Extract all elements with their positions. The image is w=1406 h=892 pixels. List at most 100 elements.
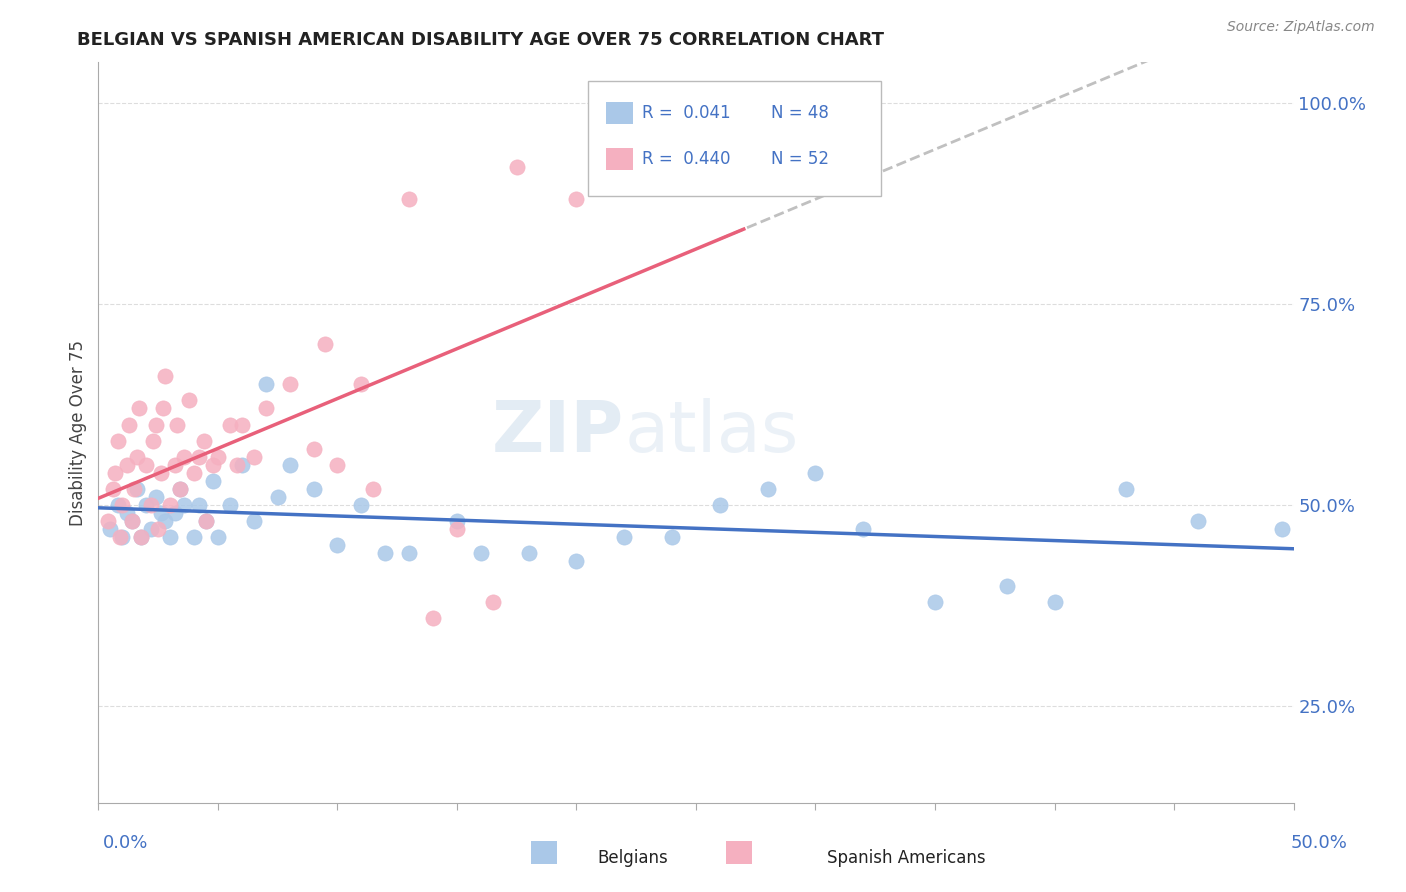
Point (613, 530, 636, 544)
Point (565, 192, 588, 206)
Point (118, 417, 141, 432)
Point (422, 610, 444, 624)
Point (852, 522, 875, 536)
Point (804, 466, 827, 480)
Point (756, 482, 779, 496)
Point (924, 594, 946, 608)
Point (278, 377, 301, 392)
Point (187, 450, 209, 464)
Point (1043, 594, 1066, 608)
Point (107, 498, 129, 512)
FancyBboxPatch shape (589, 81, 882, 195)
Point (159, 530, 181, 544)
Point (207, 530, 229, 544)
Point (315, 337, 337, 351)
Y-axis label: Disability Age Over 75: Disability Age Over 75 (69, 340, 87, 525)
Point (661, 530, 683, 544)
Point (155, 514, 177, 528)
Point (139, 522, 162, 536)
Point (179, 393, 201, 408)
Point (163, 458, 186, 472)
Point (243, 450, 266, 464)
Point (995, 578, 1018, 592)
Text: 50.0%: 50.0% (1291, 834, 1347, 852)
Point (135, 458, 157, 472)
Point (104, 466, 127, 480)
Point (231, 458, 253, 472)
Point (121, 514, 143, 528)
Point (481, 594, 505, 608)
Point (125, 482, 148, 496)
Point (470, 546, 492, 560)
Point (101, 482, 124, 496)
Point (517, 546, 540, 560)
Point (128, 401, 150, 416)
Point (173, 450, 195, 464)
Point (302, 482, 325, 496)
Point (108, 530, 131, 544)
Point (139, 498, 162, 512)
Point (1187, 514, 1209, 528)
Point (97, 514, 120, 528)
Point (350, 498, 373, 512)
Point (226, 458, 249, 472)
FancyBboxPatch shape (606, 102, 633, 124)
Point (278, 458, 301, 472)
Point (98, 522, 122, 536)
Point (125, 450, 148, 464)
Point (159, 498, 181, 512)
Point (115, 458, 138, 472)
Point (169, 482, 191, 496)
Text: R =  0.041: R = 0.041 (643, 103, 731, 122)
Point (107, 434, 129, 448)
Point (166, 417, 188, 432)
Text: Spanish Americans: Spanish Americans (827, 849, 986, 867)
FancyBboxPatch shape (606, 147, 633, 169)
Point (363, 482, 385, 496)
Point (219, 417, 242, 432)
Point (326, 458, 349, 472)
Text: N = 48: N = 48 (772, 103, 830, 122)
Point (398, 192, 420, 206)
Point (243, 514, 266, 528)
Point (506, 160, 529, 174)
FancyBboxPatch shape (531, 841, 557, 863)
Point (173, 498, 195, 512)
Point (446, 522, 468, 536)
Point (183, 466, 205, 480)
Point (326, 538, 349, 552)
Text: 0.0%: 0.0% (103, 834, 148, 852)
Text: BELGIAN VS SPANISH AMERICAN DISABILITY AGE OVER 75 CORRELATION CHART: BELGIAN VS SPANISH AMERICAN DISABILITY A… (77, 31, 884, 49)
Point (202, 458, 225, 472)
Text: R =  0.440: R = 0.440 (643, 150, 731, 168)
Point (219, 498, 242, 512)
Point (302, 442, 325, 456)
Text: Belgians: Belgians (598, 849, 668, 867)
Point (202, 474, 225, 488)
Point (142, 434, 165, 448)
Text: Source: ZipAtlas.com: Source: ZipAtlas.com (1227, 20, 1375, 34)
Point (149, 466, 172, 480)
Point (152, 401, 174, 416)
Point (193, 434, 215, 448)
Point (1115, 482, 1137, 496)
Point (195, 514, 218, 528)
Point (115, 506, 138, 520)
Point (565, 554, 588, 568)
Text: N = 52: N = 52 (772, 150, 830, 168)
Point (267, 490, 290, 504)
Point (231, 417, 253, 432)
Point (398, 546, 420, 560)
Point (145, 490, 167, 504)
Point (183, 530, 205, 544)
Point (187, 498, 209, 512)
Text: atlas: atlas (624, 398, 799, 467)
Point (169, 482, 191, 496)
Point (111, 498, 134, 512)
Point (195, 514, 218, 528)
Point (145, 417, 167, 432)
Point (155, 369, 177, 384)
Point (131, 530, 153, 544)
Point (124, 482, 146, 496)
Point (111, 530, 134, 544)
